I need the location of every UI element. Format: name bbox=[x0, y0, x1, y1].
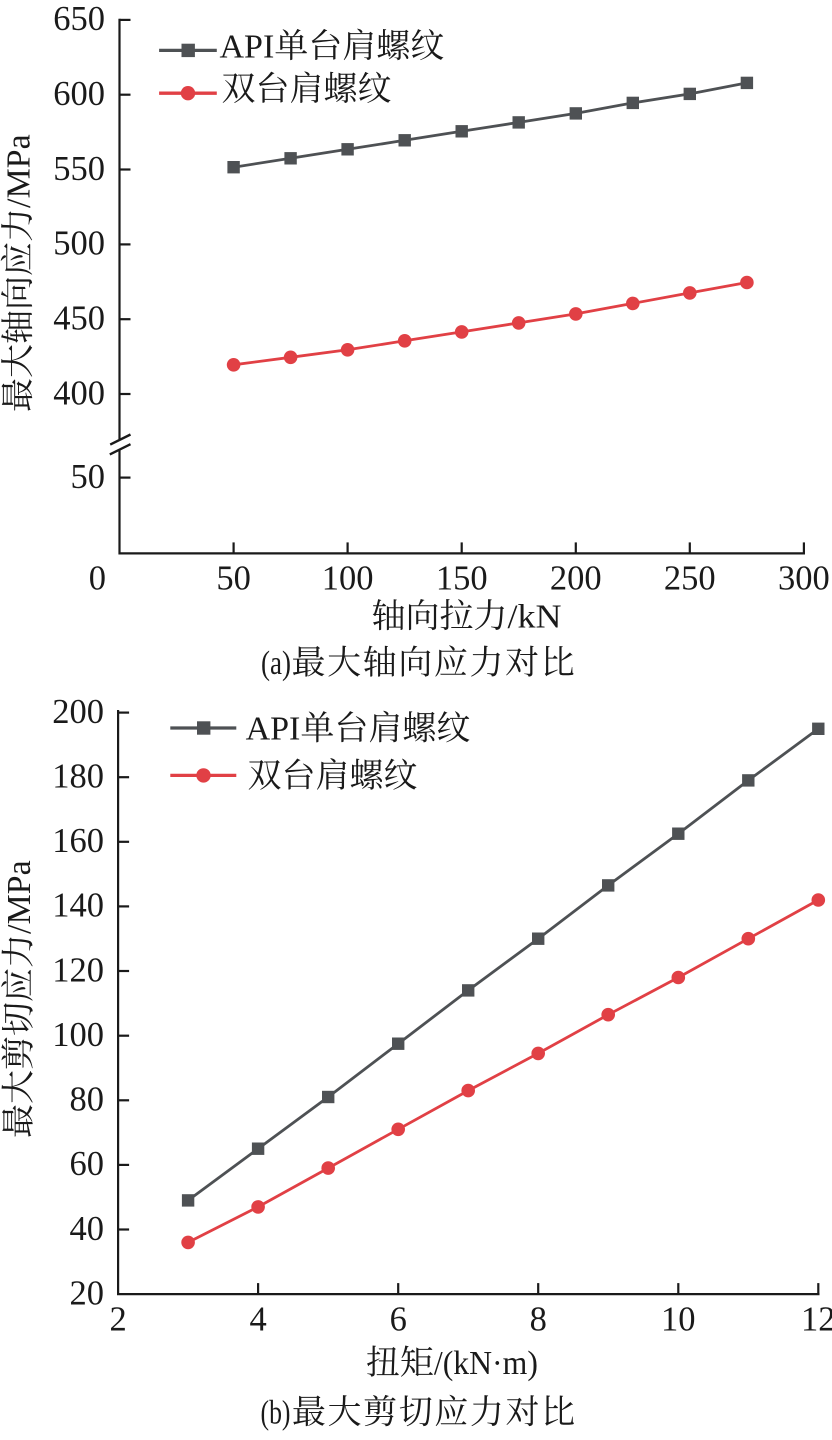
svg-text:/(kN·m): /(kN·m) bbox=[434, 1345, 538, 1382]
svg-text:10: 10 bbox=[661, 1300, 696, 1338]
svg-text:50: 50 bbox=[71, 458, 106, 496]
svg-text:6: 6 bbox=[390, 1300, 407, 1338]
svg-text:API: API bbox=[246, 711, 301, 748]
svg-text:/MPa: /MPa bbox=[1, 860, 38, 934]
svg-text:300: 300 bbox=[778, 559, 830, 597]
svg-text:4: 4 bbox=[249, 1300, 266, 1338]
svg-text:20: 20 bbox=[70, 1274, 105, 1312]
svg-text:200: 200 bbox=[550, 559, 602, 597]
svg-text:60: 60 bbox=[70, 1145, 105, 1183]
svg-text:/kN: /kN bbox=[508, 599, 562, 636]
svg-text:200: 200 bbox=[52, 693, 104, 731]
svg-text:550: 550 bbox=[53, 150, 105, 188]
svg-text:450: 450 bbox=[53, 300, 105, 338]
svg-text:50: 50 bbox=[216, 559, 251, 597]
svg-text:150: 150 bbox=[436, 559, 488, 597]
svg-text:2: 2 bbox=[109, 1300, 126, 1338]
svg-text:(a): (a) bbox=[261, 645, 291, 682]
svg-text:(b): (b) bbox=[261, 1395, 291, 1432]
svg-text:12: 12 bbox=[801, 1300, 832, 1338]
svg-text:/MPa: /MPa bbox=[1, 134, 38, 208]
svg-text:250: 250 bbox=[664, 559, 716, 597]
svg-text:8: 8 bbox=[530, 1300, 547, 1338]
svg-text:140: 140 bbox=[52, 887, 104, 925]
svg-text:500: 500 bbox=[53, 225, 105, 263]
svg-text:650: 650 bbox=[53, 0, 105, 38]
svg-text:120: 120 bbox=[52, 951, 104, 989]
svg-text:600: 600 bbox=[53, 75, 105, 113]
svg-text:180: 180 bbox=[52, 758, 104, 796]
svg-text:100: 100 bbox=[322, 559, 374, 597]
svg-text:160: 160 bbox=[52, 822, 104, 860]
svg-text:80: 80 bbox=[70, 1081, 105, 1119]
svg-text:40: 40 bbox=[70, 1210, 105, 1248]
svg-text:400: 400 bbox=[53, 374, 105, 412]
svg-text:API: API bbox=[220, 28, 275, 65]
svg-text:0: 0 bbox=[89, 559, 106, 597]
svg-text:100: 100 bbox=[52, 1016, 104, 1054]
